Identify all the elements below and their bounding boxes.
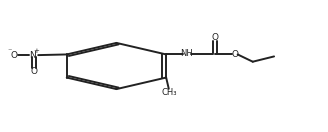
Text: O: O: [231, 50, 238, 59]
Text: O: O: [212, 33, 218, 42]
Text: ⁻: ⁻: [8, 47, 12, 56]
Text: +: +: [33, 48, 39, 54]
Text: NH: NH: [180, 49, 193, 58]
Text: CH₃: CH₃: [161, 88, 176, 97]
Text: O: O: [31, 67, 37, 76]
Text: O: O: [11, 51, 18, 60]
Text: N: N: [29, 51, 36, 60]
